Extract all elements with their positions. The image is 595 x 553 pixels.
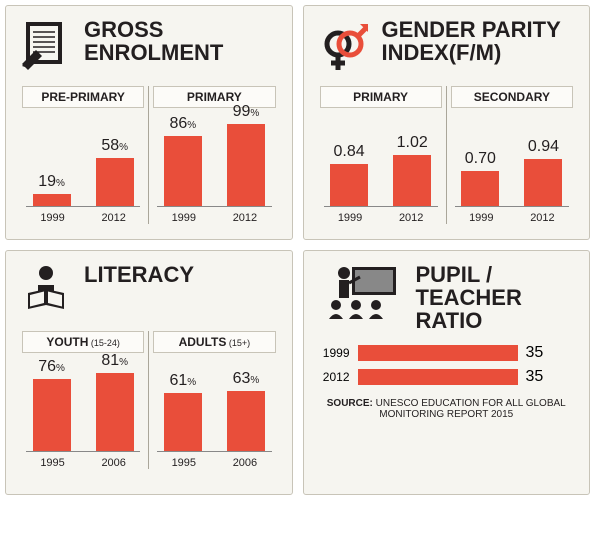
bar: 86% bbox=[153, 115, 212, 206]
bar: 58% bbox=[85, 137, 144, 206]
group-label: PRIMARY bbox=[320, 86, 442, 108]
bar-year: 1995 bbox=[172, 457, 196, 469]
panel-ptr: PUPIL / TEACHER RATIO 199935 201235 SOURC… bbox=[303, 250, 591, 495]
group-label: ADULTS (15+) bbox=[153, 331, 275, 353]
bar: 99% bbox=[216, 103, 275, 206]
bar-year: 2012 bbox=[530, 212, 554, 224]
bar: 0.94 bbox=[514, 138, 573, 206]
bar-year: 2006 bbox=[233, 457, 257, 469]
chart-group: YOUTH (15-24) 76%81% 1995 2006 bbox=[18, 331, 148, 469]
bar-year: 1999 bbox=[40, 212, 64, 224]
bar-year: 1995 bbox=[40, 457, 64, 469]
reading-icon bbox=[18, 263, 74, 319]
chart-group: PRIMARY86%99%19992012 bbox=[148, 86, 279, 224]
group-label: SECONDARY bbox=[451, 86, 573, 108]
panel-literacy: LITERACY YOUTH (15-24)76%81%19952006ADUL… bbox=[5, 250, 293, 495]
panel-title: GROSS ENROLMENT bbox=[84, 18, 280, 64]
bar-year: 2006 bbox=[101, 457, 125, 469]
panel-title: LITERACY bbox=[84, 263, 194, 286]
source-text: SOURCE: UNESCO EDUCATION FOR ALL GLOBAL … bbox=[316, 398, 578, 420]
bar: 1.02 bbox=[383, 134, 442, 206]
chart-group: PRE-PRIMARY 19%58% 1999 2012 bbox=[18, 86, 148, 224]
bar-year: 1999 bbox=[469, 212, 493, 224]
bar: 0.70 bbox=[451, 150, 510, 206]
panel-title: GENDER PARITY INDEX(F/M) bbox=[382, 18, 578, 64]
teacher-icon bbox=[316, 263, 406, 319]
gender-icon bbox=[316, 18, 372, 74]
bar: 0.84 bbox=[320, 143, 379, 206]
bar-year: 2012 bbox=[101, 212, 125, 224]
document-pencil-icon bbox=[18, 18, 74, 74]
chart-group: PRIMARY 0.841.02 1999 2012 bbox=[316, 86, 446, 224]
bar: 76% bbox=[22, 358, 81, 451]
group-label: YOUTH (15-24) bbox=[22, 331, 144, 353]
chart-group: SECONDARY 0.700.94 1999 2012 bbox=[446, 86, 577, 224]
panel-title: PUPIL / TEACHER RATIO bbox=[416, 263, 578, 332]
bar: 81% bbox=[85, 352, 144, 451]
bar-year: 2012 bbox=[399, 212, 423, 224]
panel-enrolment: GROSS ENROLMENT PRE-PRIMARY 19%58% 1999 201… bbox=[5, 5, 293, 240]
enrolment-charts: PRE-PRIMARY19%58%19992012PRIMARY86%99%19… bbox=[18, 86, 280, 224]
panel-gpi: GENDER PARITY INDEX(F/M) PRIMARY 0.841.02… bbox=[303, 5, 591, 240]
gpi-charts: PRIMARY 0.841.02 1999 2012 SECONDARY 0.700.94… bbox=[316, 86, 578, 224]
bar-year: 1999 bbox=[172, 212, 196, 224]
bar-year: 2012 bbox=[233, 212, 257, 224]
literacy-charts: YOUTH (15-24) 76%81% 1995 2006 ADULTS (15+) 6… bbox=[18, 331, 280, 469]
ptr-bars: 199935 201235 bbox=[316, 344, 578, 386]
group-label: PRE-PRIMARY bbox=[22, 86, 144, 108]
bar: 19% bbox=[22, 173, 81, 206]
hbar-row: 199935 bbox=[316, 344, 578, 362]
bar: 61% bbox=[153, 372, 212, 451]
chart-group: ADULTS (15+) 61%63% 1995 2006 bbox=[148, 331, 279, 469]
bar-year: 1999 bbox=[338, 212, 362, 224]
bar: 63% bbox=[216, 370, 275, 451]
hbar-row: 201235 bbox=[316, 368, 578, 386]
